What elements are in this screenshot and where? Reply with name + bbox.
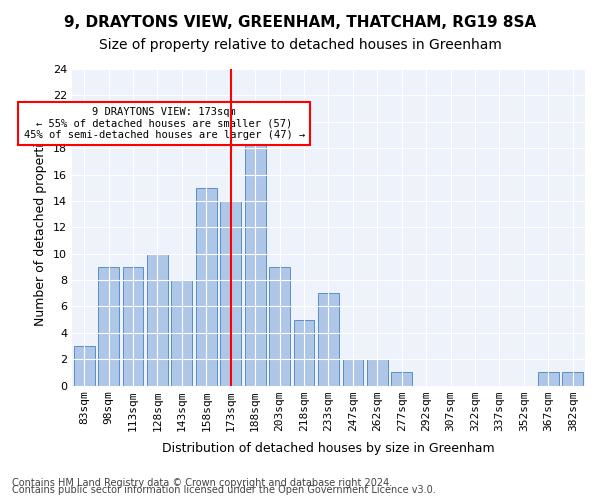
Bar	[98, 267, 119, 386]
Text: Contains HM Land Registry data © Crown copyright and database right 2024.: Contains HM Land Registry data © Crown c…	[12, 478, 392, 488]
Bar	[122, 267, 143, 386]
Bar	[172, 280, 192, 386]
Bar	[343, 359, 363, 386]
Bar	[269, 267, 290, 386]
Bar	[74, 346, 95, 386]
Bar	[318, 293, 339, 386]
Bar	[562, 372, 583, 386]
Bar	[245, 135, 266, 386]
Bar	[147, 254, 168, 386]
Bar	[293, 320, 314, 386]
X-axis label: Distribution of detached houses by size in Greenham: Distribution of detached houses by size …	[162, 442, 495, 455]
Y-axis label: Number of detached properties: Number of detached properties	[34, 129, 47, 326]
Bar	[196, 188, 217, 386]
Text: 9, DRAYTONS VIEW, GREENHAM, THATCHAM, RG19 8SA: 9, DRAYTONS VIEW, GREENHAM, THATCHAM, RG…	[64, 15, 536, 30]
Text: Contains public sector information licensed under the Open Government Licence v3: Contains public sector information licen…	[12, 485, 436, 495]
Bar	[538, 372, 559, 386]
Text: Size of property relative to detached houses in Greenham: Size of property relative to detached ho…	[98, 38, 502, 52]
Bar	[391, 372, 412, 386]
Text: 9 DRAYTONS VIEW: 173sqm
← 55% of detached houses are smaller (57)
45% of semi-de: 9 DRAYTONS VIEW: 173sqm ← 55% of detache…	[23, 107, 305, 140]
Bar	[220, 201, 241, 386]
Bar	[367, 359, 388, 386]
